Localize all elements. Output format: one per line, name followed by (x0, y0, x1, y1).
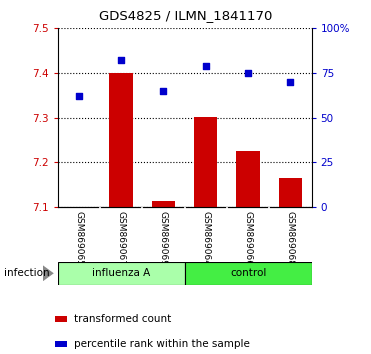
Text: infection: infection (4, 268, 49, 278)
Text: GSM869068: GSM869068 (286, 211, 295, 267)
Bar (279, 178, 302, 207)
Text: GSM869067: GSM869067 (116, 211, 125, 267)
Point (203, 63, 209, 69)
Point (288, 79, 293, 85)
Polygon shape (43, 265, 54, 281)
Bar (55, 341, 67, 347)
Text: transformed count: transformed count (74, 314, 171, 324)
Point (76, 93, 82, 99)
Text: GSM869066: GSM869066 (244, 211, 253, 267)
Bar (58, 262, 185, 285)
Bar (194, 117, 217, 207)
Text: GDS4825 / ILMN_1841170: GDS4825 / ILMN_1841170 (99, 9, 272, 22)
Bar (109, 73, 133, 207)
Text: control: control (230, 268, 266, 279)
Point (160, 88, 166, 94)
Text: GSM869064: GSM869064 (201, 211, 210, 266)
Point (118, 58, 124, 63)
Bar (152, 201, 175, 207)
Bar (185, 262, 312, 285)
Bar (236, 151, 260, 207)
Bar (55, 316, 67, 322)
Text: GSM869069: GSM869069 (159, 211, 168, 267)
Text: GSM869065: GSM869065 (74, 211, 83, 267)
Text: percentile rank within the sample: percentile rank within the sample (74, 339, 250, 349)
Point (245, 70, 251, 76)
Text: influenza A: influenza A (92, 268, 150, 279)
